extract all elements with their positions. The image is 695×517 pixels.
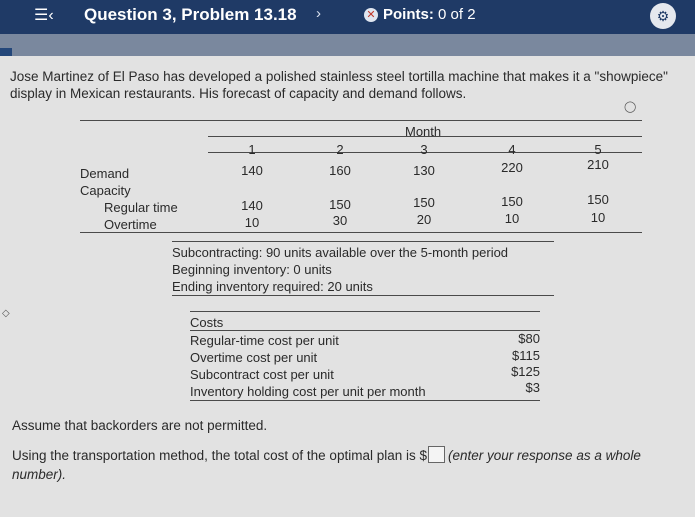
chevron-right-icon[interactable]: › [316,5,321,22]
overtime-5: 10 [590,210,606,225]
overtime-4: 10 [504,211,520,226]
month-2: 2 [336,142,344,157]
capacity-label: Capacity [80,183,131,198]
problem-content: Jose Martinez of El Paso has developed a… [0,56,695,517]
response-instruction: (enter your response as a whole number). [12,448,641,482]
problem-intro: Jose Martinez of El Paso has developed a… [10,69,668,101]
incorrect-x-icon: ✕ [364,8,378,22]
top-bar: ☰‹ Question 3, Problem 13.18 › ✕ Points: … [0,0,695,34]
demand-label: Demand [80,166,130,181]
month-4: 4 [508,142,516,157]
question-text: Using the transportation method, the tot… [12,448,427,463]
arrow-marker-icon: ◇ [2,308,10,319]
menu-collapse-icon[interactable]: ☰‹ [34,7,54,24]
points-value: 0 of 2 [438,6,476,23]
costs-top-rule [190,311,540,312]
table-top-rule [80,120,642,121]
settings-gear-icon[interactable]: ⚙ [650,3,676,29]
cost-value-subcontract: $125 [511,364,540,379]
overtime-1: 10 [244,215,260,230]
regular-3: 150 [413,195,435,210]
month-5: 5 [594,142,602,157]
cost-label-regular: Regular-time cost per unit [190,333,339,348]
cost-value-holding: $3 [525,380,540,395]
costs-header-rule [190,330,540,331]
points-label: Points: [383,6,434,23]
regular-4: 150 [501,194,523,209]
month-1: 1 [248,142,256,157]
cost-value-overtime: $115 [512,348,540,363]
demand-3: 130 [413,163,435,178]
question-prompt: Using the transportation method, the tot… [12,446,687,484]
answer-input[interactable] [428,446,445,463]
demand-4: 220 [501,160,523,175]
regular-1: 140 [241,198,263,213]
ending-inventory-text: Ending inventory required: 20 units [172,279,373,294]
cost-label-overtime: Overtime cost per unit [190,350,318,365]
costs-header: Costs [190,315,224,330]
overtime-2: 30 [332,213,348,228]
month-rule [208,136,642,137]
costs-bottom-rule [190,400,540,401]
overtime-3: 20 [416,212,432,227]
month-header: Month [405,124,442,139]
regular-time-label: Regular time [104,200,178,215]
demand-5: 210 [587,157,609,172]
cost-label-holding: Inventory holding cost per unit per mont… [190,384,426,399]
demand-2: 160 [329,163,351,178]
cost-label-subcontract: Subcontract cost per unit [190,367,334,382]
regular-2: 150 [329,197,351,212]
header-rule [208,152,642,153]
beginning-inventory-text: Beginning inventory: 0 units [172,262,332,277]
table-bottom-rule [80,232,642,233]
sub-bottom-rule [172,295,554,296]
header-band [0,34,695,56]
cost-value-regular: $80 [518,331,540,346]
subcontracting-text: Subcontracting: 90 units available over … [172,245,509,260]
sub-top-rule [172,241,554,242]
lock-icon[interactable]: ◯ [624,101,637,113]
question-title: Question 3, Problem 13.18 [84,5,297,24]
points-indicator: ✕ Points: 0 of 2 [364,6,476,23]
overtime-label: Overtime [104,217,157,232]
progress-bar [0,48,12,56]
assumption-text: Assume that backorders are not permitted… [12,418,268,433]
demand-1: 140 [241,163,263,178]
regular-5: 150 [587,192,609,207]
month-3: 3 [420,142,428,157]
